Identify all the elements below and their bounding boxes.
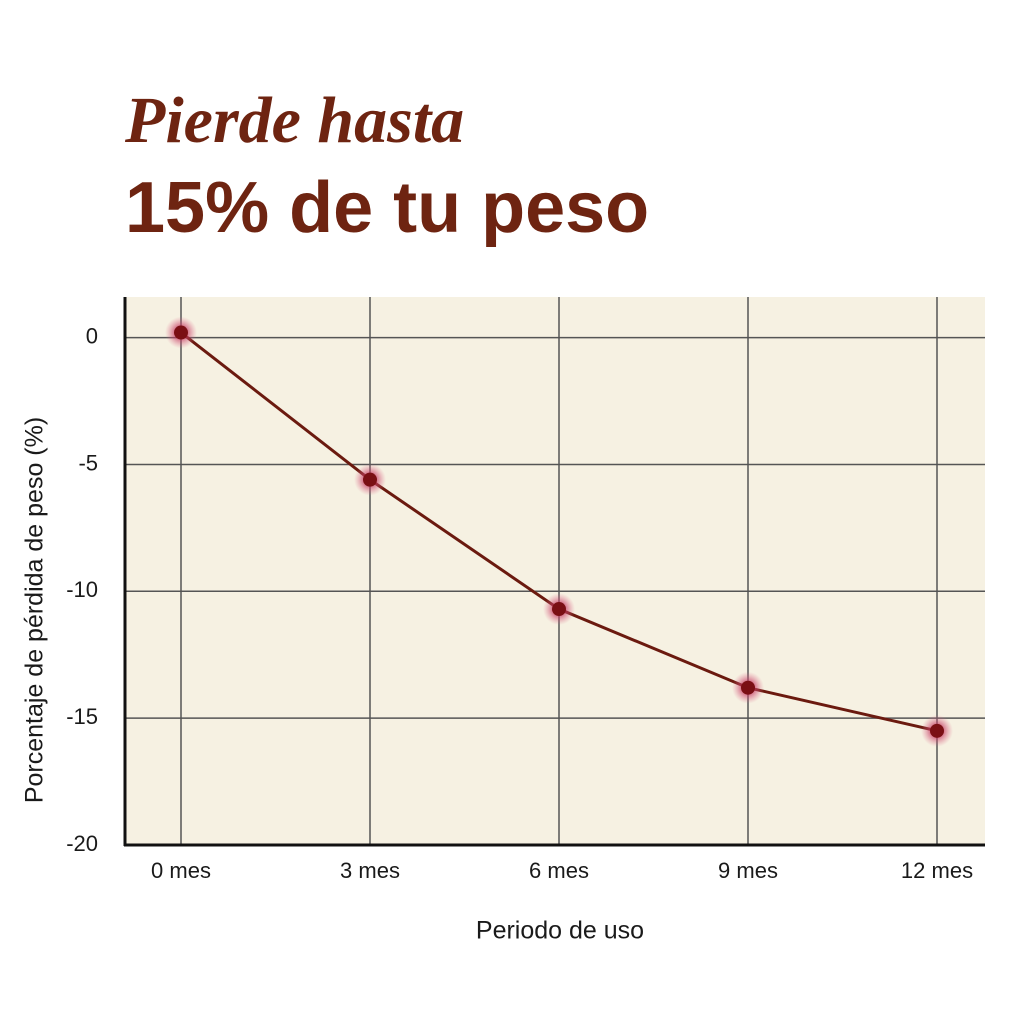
x-tick-label: 9 mes [718,858,778,883]
y-tick-label: -15 [66,704,98,729]
chart-subtitle: 15% de tu peso [125,168,649,248]
y-tick-label: -10 [66,577,98,602]
marker [363,472,377,487]
x-axis-title: Periodo de uso [476,917,644,945]
marker [174,325,188,340]
plot-area [125,297,985,845]
chart-title: Pierde hasta [124,84,464,157]
y-tick-label: -20 [66,831,98,856]
marker [741,680,755,695]
x-tick-label: 0 mes [151,858,211,883]
marker [552,602,566,617]
marker [930,723,944,738]
y-tick-label: 0 [86,323,98,348]
y-tick-label: -5 [78,450,98,475]
y-axis-title: Porcentaje de pérdida de peso (%) [21,417,49,803]
x-tick-label: 6 mes [529,858,589,883]
x-tick-label: 12 mes [901,858,973,883]
x-tick-label: 3 mes [340,858,400,883]
